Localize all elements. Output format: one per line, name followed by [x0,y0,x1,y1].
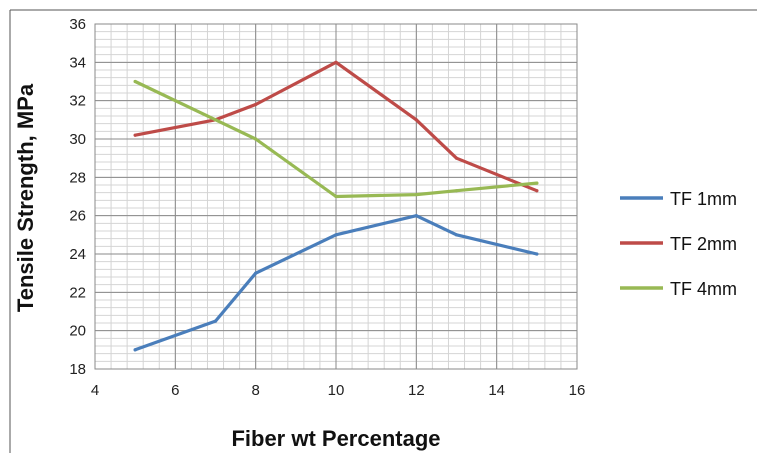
data-point-series-3 [254,137,258,141]
data-point-series-2 [535,189,539,193]
y-tick-label: 24 [69,246,86,263]
y-tick-label: 20 [69,323,86,340]
data-point-series-2 [334,60,338,64]
x-tick-label: 6 [171,382,179,399]
y-axis-ticks: 18 20 22 24 26 28 30 32 34 36 [69,16,86,378]
y-tick-label: 32 [69,93,86,110]
data-point-series-2 [454,156,459,160]
data-point-series-3 [213,118,218,122]
legend: TF 1mm TF 2mm TF 4mm [620,189,737,299]
data-point-series-2 [414,118,418,122]
y-tick-label: 36 [69,16,86,33]
data-point-series-1 [454,233,459,237]
x-tick-label: 4 [91,382,99,399]
data-point-series-1 [535,252,539,256]
y-tick-label: 30 [69,131,86,148]
data-point-series-3 [414,192,418,197]
data-point-series-3 [535,181,539,185]
x-tick-label: 8 [251,382,259,399]
x-tick-label: 16 [569,382,586,399]
y-tick-label: 28 [69,169,86,186]
plot-area-frame [94,23,578,370]
data-point-series-1 [133,348,137,352]
data-point-series-3 [133,79,137,84]
data-point-series-2 [254,102,258,107]
y-tick-label: 22 [69,284,86,301]
series-lines [133,60,539,352]
y-tick-label: 18 [69,361,86,378]
major-gridlines [94,23,578,370]
data-point-series-3 [334,194,338,199]
x-tick-label: 12 [408,382,425,399]
x-axis-title: Fiber wt Percentage [231,426,440,451]
x-axis-ticks: 4 6 8 10 12 14 16 [91,382,586,399]
y-tick-label: 26 [69,208,86,225]
data-point-series-1 [334,233,338,237]
legend-label: TF 1mm [670,189,737,209]
y-tick-label: 34 [69,54,86,71]
data-point-series-1 [414,214,418,218]
y-axis-title: Tensile Strength, MPa [13,83,38,312]
data-point-series-1 [254,271,258,275]
legend-label: TF 4mm [670,279,737,299]
legend-label: TF 2mm [670,234,737,254]
x-tick-label: 10 [328,382,345,399]
x-tick-label: 14 [488,382,505,399]
data-point-series-1 [213,319,218,323]
data-point-series-3 [454,189,459,193]
data-point-series-2 [133,133,137,137]
